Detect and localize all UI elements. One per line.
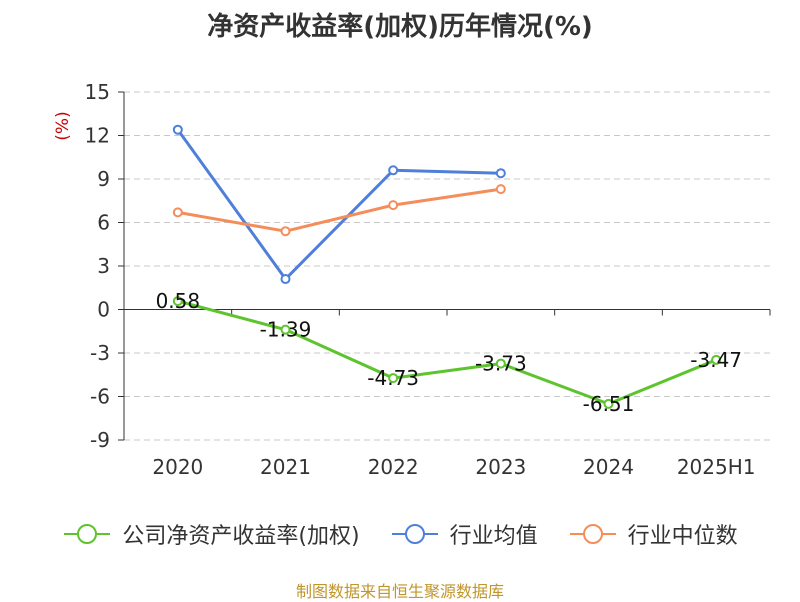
legend-item: 行业均值 xyxy=(390,518,538,550)
y-tick-label: 15 xyxy=(85,80,110,104)
data-label: -4.73 xyxy=(367,366,419,390)
series-2 xyxy=(172,184,506,237)
data-point xyxy=(280,324,291,335)
data-point xyxy=(495,184,506,195)
series-1 xyxy=(172,124,506,285)
data-point xyxy=(280,226,291,237)
data-labels: 0.58 -1.39 -4.73 -3.73 -6.51 -3.47 xyxy=(156,289,742,416)
series-0 xyxy=(172,296,722,409)
data-label: -3.47 xyxy=(690,348,742,372)
legend-label: 公司净资产收益率(加权) xyxy=(122,524,360,549)
data-point xyxy=(388,165,399,176)
y-tick-label: 12 xyxy=(85,124,110,148)
legend-swatch-marker xyxy=(582,524,603,544)
legend: 公司净资产收益率(加权) 行业均值 行业中位数 xyxy=(0,518,800,550)
legend-item: 行业中位数 xyxy=(568,518,738,550)
series-line xyxy=(176,128,501,281)
series-line xyxy=(177,187,502,233)
data-point xyxy=(172,296,183,307)
data-label: -6.51 xyxy=(583,392,635,416)
x-tick-label: 2025H1 xyxy=(677,455,756,479)
legend-swatch-marker xyxy=(77,524,98,544)
legend-label: 行业中位数 xyxy=(627,524,738,549)
data-label: -1.39 xyxy=(260,318,312,342)
data-point xyxy=(711,354,722,365)
x-tick-label: 2022 xyxy=(368,455,419,479)
series-line xyxy=(177,299,717,406)
y-tick-label: 6 xyxy=(97,211,110,235)
y-tick-label: 9 xyxy=(97,167,110,191)
x-tick-label: 2023 xyxy=(475,455,526,479)
legend-swatch-marker xyxy=(404,524,425,544)
data-label: 0.58 xyxy=(156,289,201,313)
y-tick-label: -3 xyxy=(90,341,110,365)
data-point xyxy=(172,124,183,135)
legend-swatch-icon xyxy=(391,524,438,544)
y-tick-label: 0 xyxy=(97,298,110,322)
y-tick-label: -9 xyxy=(90,428,110,452)
data-label: -3.73 xyxy=(475,352,527,376)
x-tick-label: 2021 xyxy=(260,455,311,479)
source-note: 制图数据来自恒生聚源数据库 xyxy=(295,582,504,601)
grid-lines xyxy=(124,91,770,441)
y-axis-unit-label: (%) xyxy=(53,111,73,140)
legend-swatch-icon xyxy=(64,524,111,544)
legend-label: 行业均值 xyxy=(449,524,538,549)
series-lines xyxy=(172,124,722,409)
data-point xyxy=(388,200,399,211)
axes: 15 12 9 6 3 0 -3 -6 -9 2020 2021 2022 2023 2024 2025H1 xyxy=(85,80,771,479)
x-tick-label: 2020 xyxy=(152,455,203,479)
data-point xyxy=(603,398,614,409)
data-point xyxy=(495,358,506,369)
x-tick-label: 2024 xyxy=(583,455,634,479)
data-point xyxy=(280,274,291,285)
data-point xyxy=(172,207,183,218)
y-tick-label: -6 xyxy=(90,385,110,409)
chart-title: 净资产收益率(加权)历年情况(%) xyxy=(207,12,593,42)
data-point xyxy=(388,373,399,384)
y-tick-label: 3 xyxy=(97,254,110,278)
legend-swatch-icon xyxy=(569,524,616,544)
data-point xyxy=(495,168,506,179)
legend-item: 公司净资产收益率(加权) xyxy=(62,518,360,550)
